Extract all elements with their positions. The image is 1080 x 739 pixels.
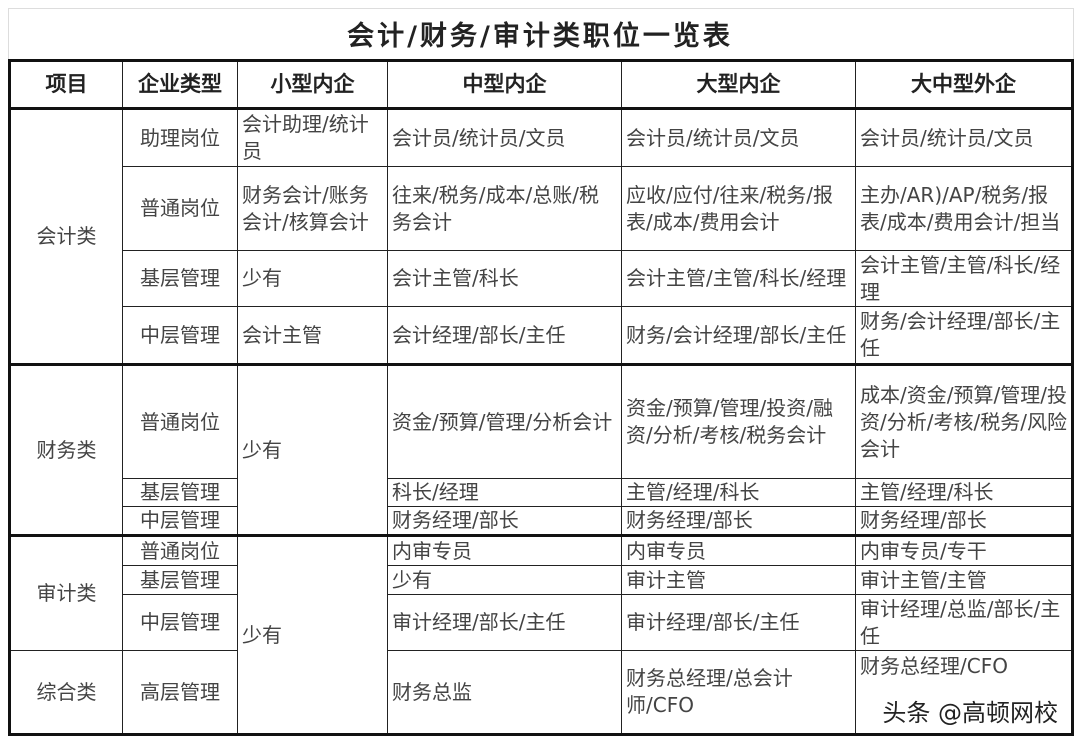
mid-domestic-cell: 资金/预算/管理/分析会计 (387, 364, 622, 479)
positions-table: 项目 企业类型 小型内企 中型内企 大型内企 大中型外企 会计类 助理岗位 会计助理… (8, 59, 1074, 736)
foreign-cell: 内审专员/专干 (855, 535, 1073, 566)
small-domestic-cell: 会计主管 (237, 306, 388, 365)
table-row: 普通岗位 财务会计/账务会计/核算会计 往来/税务/成本/总账/税务会计 应收/应付/… (10, 166, 1073, 251)
position-type-cell: 助理岗位 (122, 108, 238, 167)
mid-domestic-cell: 往来/税务/成本/总账/税务会计 (387, 166, 622, 251)
large-domestic-cell: 财务/会计经理/部长/主任 (621, 306, 856, 365)
small-domestic-cell: 财务会计/账务会计/核算会计 (237, 166, 388, 251)
table-row: 中层管理 会计主管 会计经理/部长/主任 财务/会计经理/部长/主任 财务/会计经理/部… (9, 306, 1073, 365)
header-cell: 小型内企 (237, 60, 388, 109)
header-cell: 企业类型 (122, 60, 238, 109)
large-domestic-cell: 会计主管/主管/科长/经理 (621, 250, 856, 307)
large-domestic-cell: 审计主管 (621, 565, 856, 595)
foreign-cell: 会计主管/主管/科长/经理 (855, 250, 1073, 307)
foreign-cell: 财务总经理/CFO (855, 650, 1073, 735)
category-cell: 财务类 (9, 364, 123, 536)
large-domestic-cell: 应收/应付/往来/税务/报表/成本/费用会计 (621, 166, 856, 251)
position-type-cell: 普通岗位 (122, 535, 238, 566)
large-domestic-cell: 会计员/统计员/文员 (621, 108, 856, 167)
large-domestic-cell: 财务总经理/总会计师/CFO (621, 650, 856, 735)
large-domestic-cell: 资金/预算/管理/投资/融资/分析/考核/税务会计 (621, 364, 856, 479)
table-row: 财务类 普通岗位 少有 资金/预算/管理/分析会计 资金/预算/管理/投资/融资/分析/… (9, 364, 1073, 536)
small-domestic-cell: 会计助理/统计员 (237, 108, 388, 167)
position-type-cell: 基层管理 (122, 478, 238, 507)
mid-domestic-cell: 会计经理/部长/主任 (387, 306, 622, 365)
foreign-cell: 会计员/统计员/文员 (855, 108, 1073, 167)
table-row: 基层管理 少有 审计主管 审计主管/主管 (10, 565, 1073, 595)
position-type-cell: 中层管理 (122, 594, 238, 651)
mid-domestic-cell: 会计员/统计员/文员 (387, 108, 622, 167)
position-type-cell: 普通岗位 (122, 364, 238, 479)
large-domestic-cell: 内审专员 (621, 535, 856, 566)
mid-domestic-cell: 少有 (387, 565, 622, 595)
position-type-cell: 高层管理 (122, 650, 238, 735)
table-row: 会计类 助理岗位 会计助理/统计员 会计员/统计员/文员 会计员/统计员/文员 会计员/统… (9, 108, 1073, 365)
table-row: 中层管理 审计经理/部长/主任 审计经理/部长/主任 审计经理/总监/部长/主任 (10, 594, 1073, 651)
header-cell: 中型内企 (387, 60, 622, 109)
table-row: 中层管理 财务经理/部长 财务经理/部长 财务经理/部长 (9, 506, 1073, 536)
mid-domestic-cell: 内审专员 (387, 535, 622, 566)
small-domestic-cell: 少有 (237, 250, 388, 307)
position-type-cell: 中层管理 (122, 306, 238, 365)
position-type-cell: 基层管理 (122, 250, 238, 307)
position-type-cell: 普通岗位 (122, 166, 238, 251)
foreign-cell: 财务/会计经理/部长/主任 (855, 306, 1073, 365)
category-cell: 综合类 (9, 650, 123, 735)
table-row: 审计类 普通岗位 少有 内审专员 内审专员 内审专员/专干 (9, 535, 1073, 735)
header-cell: 大中型外企 (855, 60, 1073, 109)
large-domestic-cell: 审计经理/部长/主任 (621, 594, 856, 651)
position-type-cell: 中层管理 (122, 506, 238, 536)
mid-domestic-cell: 财务经理/部长 (387, 506, 622, 536)
table-row: 基层管理 少有 会计主管/科长 会计主管/主管/科长/经理 会计主管/主管/科长/经理 (10, 250, 1073, 307)
header-cell: 项目 (9, 60, 123, 109)
table-title: 会计/财务/审计类职位一览表 (347, 21, 733, 52)
mid-domestic-cell: 会计主管/科长 (387, 250, 622, 307)
foreign-cell: 主办/AR)/AP/税务/报表/成本/费用会计/担当 (855, 166, 1073, 251)
foreign-cell: 主管/经理/科长 (855, 478, 1073, 507)
mid-domestic-cell: 财务总监 (387, 650, 622, 735)
large-domestic-cell: 财务经理/部长 (621, 506, 856, 536)
mid-domestic-cell: 科长/经理 (387, 478, 622, 507)
small-domestic-cell: 少有 (237, 535, 388, 735)
header-row: 项目 企业类型 小型内企 中型内企 大型内企 大中型外企 (9, 60, 1073, 109)
category-cell: 审计类 (9, 535, 123, 651)
foreign-cell: 财务经理/部长 (855, 506, 1073, 536)
table-row: 基层管理 科长/经理 主管/经理/科长 主管/经理/科长 (10, 478, 1073, 507)
header-cell: 大型内企 (621, 60, 856, 109)
small-domestic-cell: 少有 (237, 364, 388, 536)
table-row: 综合类 高层管理 财务总监 财务总经理/总会计师/CFO 财务总经理/CFO (9, 650, 1073, 735)
category-cell: 会计类 (9, 108, 123, 365)
foreign-cell: 成本/资金/预算/管理/投资/分析/考核/税务/风险会计 (855, 364, 1073, 479)
foreign-cell: 审计主管/主管 (855, 565, 1073, 595)
watermark: 头条 @高顿网校 (882, 699, 1058, 727)
foreign-cell: 审计经理/总监/部长/主任 (855, 594, 1073, 651)
large-domestic-cell: 主管/经理/科长 (621, 478, 856, 507)
mid-domestic-cell: 审计经理/部长/主任 (387, 594, 622, 651)
position-type-cell: 基层管理 (122, 565, 238, 595)
